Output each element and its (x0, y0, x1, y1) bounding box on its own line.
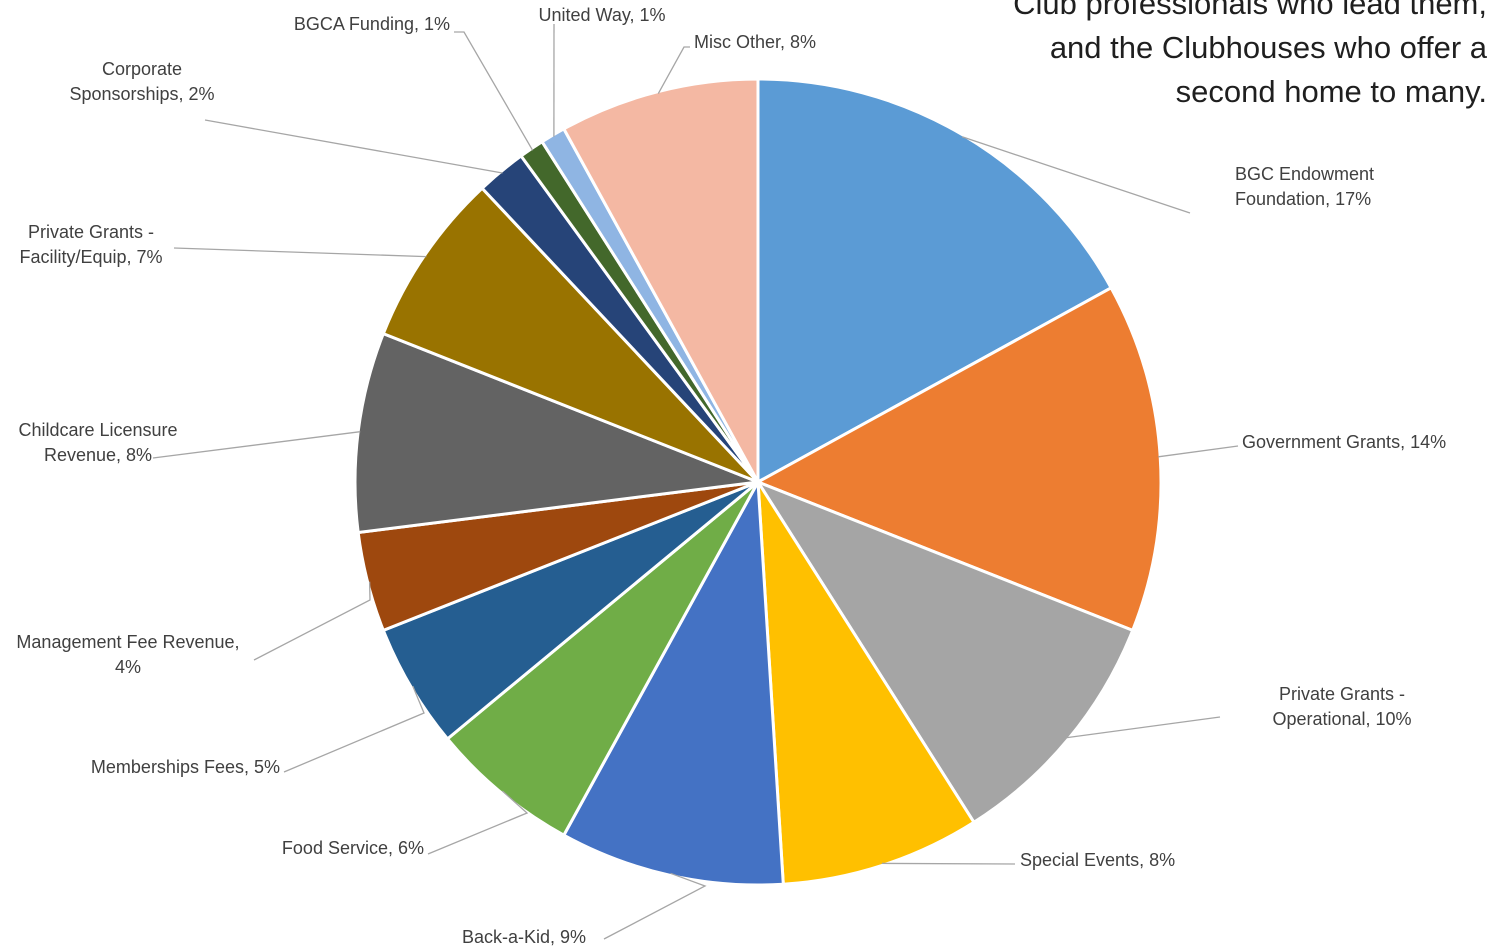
leader-line-0 (961, 136, 1191, 214)
pie-slice-0 (756, 77, 1113, 484)
leader-line-2 (1066, 716, 1221, 739)
background-caption: Club professionals who lead them, and th… (1013, 0, 1487, 109)
background-caption-line-2: and the Clubhouses who offer a (1050, 30, 1487, 65)
leader-lines (152, 23, 1239, 940)
data-label-7: Management Fee Revenue, 4% (16, 632, 239, 677)
leader-line-5 (427, 790, 529, 855)
data-label-0: BGC Endowment Foundation, 17% (1235, 164, 1374, 209)
data-label-10: Corporate Sponsorships, 2% (69, 59, 214, 104)
leader-line-7 (253, 581, 371, 661)
data-label-11: BGCA Funding, 1% (294, 14, 450, 34)
leader-line-3 (881, 862, 1016, 865)
pie-slice-3 (756, 480, 976, 886)
background-caption-line-1: Club professionals who lead them, (1013, 0, 1487, 21)
pie-slices (353, 77, 1163, 887)
pie-slice-9 (381, 186, 760, 484)
pie-slice-13 (562, 77, 760, 484)
data-label-8: Childcare Licensure Revenue, 8% (18, 420, 177, 465)
pie-slice-4 (562, 480, 785, 887)
leader-line-6 (283, 685, 425, 773)
data-label-1: Government Grants, 14% (1242, 432, 1446, 452)
pie-slice-2 (756, 480, 1135, 824)
data-label-6: Memberships Fees, 5% (91, 757, 280, 777)
leader-line-9 (173, 247, 427, 258)
data-labels: BGC Endowment Foundation, 17% Government G… (16, 5, 1446, 947)
data-label-5: Food Service, 6% (282, 838, 424, 858)
leader-line-8 (152, 431, 361, 459)
data-label-13: Misc Other, 8% (694, 32, 816, 52)
leader-line-10 (204, 119, 503, 174)
leader-line-1 (1158, 445, 1239, 458)
data-label-3: Special Events, 8% (1020, 850, 1175, 870)
leader-line-4 (603, 872, 707, 940)
leader-line-11 (454, 31, 534, 151)
pie-slice-5 (445, 480, 760, 837)
background-caption-line-3: second home to many. (1176, 74, 1487, 109)
leader-line-13 (657, 46, 690, 94)
data-label-4: Back-a-Kid, 9% (462, 927, 586, 947)
data-label-2: Private Grants -Operational, 10% (1272, 684, 1411, 729)
data-label-12: United Way, 1% (538, 5, 665, 25)
data-label-9: Private Grants -Facility/Equip, 7% (19, 222, 162, 267)
